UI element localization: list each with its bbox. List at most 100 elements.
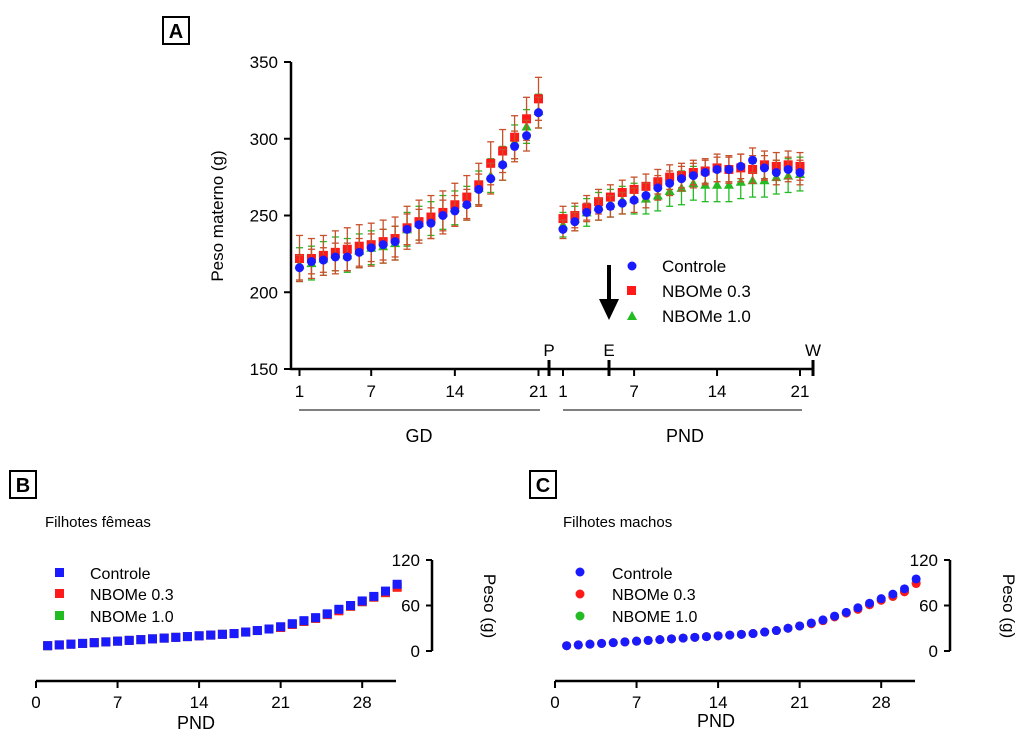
b-controle-point — [252, 626, 262, 636]
b-controle-point — [101, 637, 111, 647]
a-controle-pnd-point — [771, 168, 781, 178]
a-nbome10-pnd-point — [723, 179, 734, 189]
a-controle-gd-point — [438, 211, 448, 220]
panel-c-ylabel: Peso (g) — [999, 574, 1018, 638]
c-controle-point — [585, 639, 595, 649]
a-controle-gd-point — [522, 131, 532, 141]
a-controle-pnd-point — [629, 195, 639, 205]
b-controle-point — [136, 635, 146, 645]
b-controle-point — [148, 634, 157, 644]
a-controle-pnd-point — [795, 168, 805, 178]
legend-c-controle-label: Controle — [612, 566, 673, 583]
c-controle-point — [771, 626, 781, 636]
panel-a-arrow — [599, 265, 619, 320]
a-pnd-tick-label: 21 — [791, 382, 810, 401]
a-controle-pnd-point — [582, 207, 592, 217]
panel-c-data — [562, 574, 921, 651]
legend-b-nbome10-label: NBOMe 1.0 — [90, 609, 174, 626]
a-controle-pnd-point — [677, 174, 686, 184]
a-controle-pnd-point — [712, 164, 722, 174]
c-controle-point — [841, 607, 851, 617]
panel-a-pnd-label: PND — [666, 426, 704, 446]
c-controle-point — [876, 594, 886, 604]
a-gd-tick-label: 14 — [445, 382, 464, 401]
a-controle-pnd-point — [665, 178, 675, 188]
a-ytick-label: 350 — [250, 53, 278, 72]
a-ytick-label: 150 — [250, 360, 278, 379]
c-xtick-label: 0 — [550, 693, 559, 712]
b-controle-point — [346, 601, 356, 610]
a-gd-tick-label: 21 — [529, 382, 548, 401]
b-controle-point — [113, 636, 123, 646]
a-controle-pnd-point — [700, 168, 710, 178]
c-controle-point — [865, 598, 875, 608]
c-xtick-label: 28 — [872, 693, 891, 712]
legend-b-nbome03-marker — [55, 589, 64, 598]
panel-b-xlabel: PND — [177, 713, 215, 733]
b-controle-point — [241, 627, 251, 637]
c-ytick-label: 120 — [910, 551, 938, 570]
a-controle-gd-point — [295, 263, 304, 273]
panel-a-marker-p: P — [543, 341, 554, 360]
a-ytick-label: 300 — [250, 130, 278, 149]
a-gd-tick-label: 1 — [295, 382, 304, 401]
c-xtick-label: 7 — [632, 693, 641, 712]
b-controle-point — [54, 640, 64, 650]
a-controle-gd-point — [474, 184, 484, 194]
b-controle-point — [357, 596, 367, 606]
b-controle-point — [217, 629, 227, 639]
legend-b-nbome10-marker — [55, 611, 64, 620]
a-controle-pnd-point — [558, 224, 568, 234]
a-nbome03-pnd-point — [558, 214, 568, 224]
legend-c-nbome03-marker — [575, 589, 585, 599]
c-controle-point — [748, 629, 758, 639]
c-controle-point — [806, 618, 816, 628]
legend-c-nbome10-label: NBOME 1.0 — [612, 609, 697, 626]
panel-b-title: Filhotes fêmeas — [45, 514, 151, 531]
panel-c-legend: Controle NBOMe 0.3 NBOME 1.0 — [575, 566, 697, 626]
a-controle-gd-point — [318, 255, 328, 265]
a-controle-gd-point — [426, 218, 436, 228]
b-controle-point — [206, 630, 216, 640]
panel-a-ylabel: Peso materno (g) — [208, 150, 227, 281]
b-controle-point — [194, 631, 204, 641]
c-controle-point — [818, 615, 828, 625]
c-controle-point — [643, 635, 653, 645]
a-pnd-tick-label: 1 — [558, 382, 567, 401]
c-controle-point — [853, 603, 863, 613]
a-controle-pnd-point — [594, 204, 604, 214]
a-nbome03-gd-point — [522, 114, 532, 124]
c-controle-point — [888, 589, 898, 599]
panel-c-box — [529, 470, 557, 499]
a-controle-pnd-point — [617, 198, 627, 208]
b-controle-point — [369, 591, 379, 601]
a-ytick-label: 250 — [250, 207, 278, 226]
panel-a-box — [162, 16, 190, 45]
a-controle-pnd-point — [748, 155, 758, 165]
a-controle-pnd-point — [605, 201, 615, 211]
b-xtick-label: 21 — [271, 693, 290, 712]
a-pnd-tick-label: 7 — [629, 382, 638, 401]
c-controle-point — [620, 637, 630, 647]
b-controle-point — [322, 609, 332, 619]
a-controle-gd-point — [414, 220, 424, 230]
panel-a-data — [294, 76, 805, 283]
a-controle-gd-point — [366, 243, 376, 253]
panel-b-data — [43, 579, 402, 651]
a-ytick-label: 200 — [250, 283, 278, 302]
a-controle-gd-point — [462, 200, 472, 210]
b-ytick-label: 60 — [401, 597, 420, 616]
c-controle-point — [736, 629, 746, 639]
panel-c-ticks: 0 7 14 21 28 0 60 120 — [550, 551, 950, 712]
c-controle-point — [713, 631, 723, 641]
c-controle-point — [830, 611, 840, 621]
legend-b-controle-label: Controle — [90, 566, 151, 583]
b-controle-point — [287, 619, 297, 629]
a-controle-gd-point — [486, 174, 496, 184]
b-controle-point — [124, 635, 134, 645]
b-controle-point — [264, 624, 274, 634]
panel-b-box — [9, 470, 37, 499]
a-controle-pnd-point — [653, 183, 663, 193]
b-controle-point — [78, 638, 88, 648]
a-controle-gd-point — [498, 160, 508, 170]
